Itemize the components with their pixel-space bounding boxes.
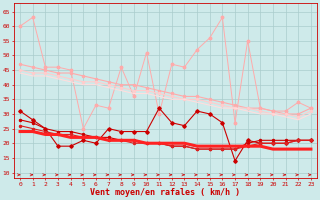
- X-axis label: Vent moyen/en rafales ( km/h ): Vent moyen/en rafales ( km/h ): [91, 188, 241, 197]
